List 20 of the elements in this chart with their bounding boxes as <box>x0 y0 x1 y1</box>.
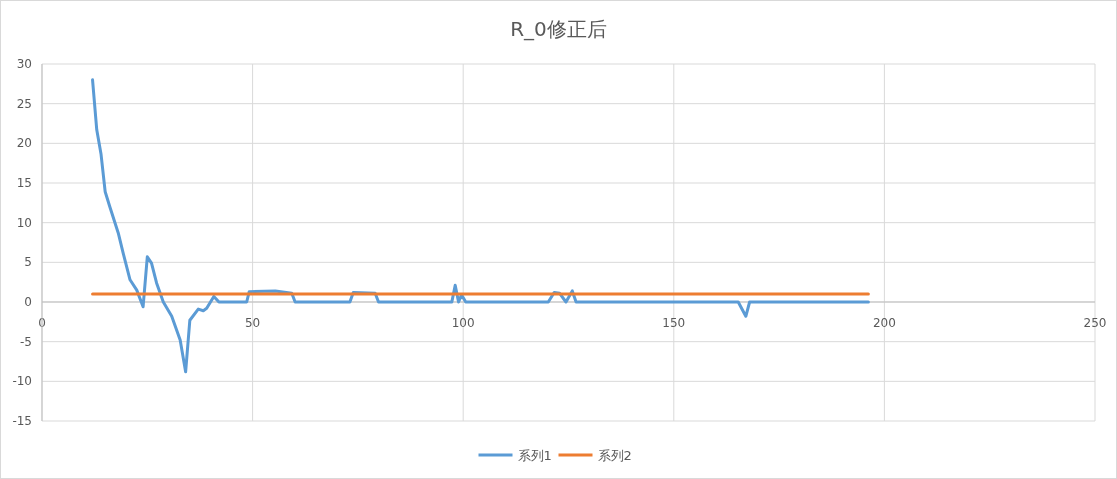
chart-title: R_0修正后 <box>510 17 607 41</box>
legend-label: 系列2 <box>597 448 632 463</box>
y-tick-label: 0 <box>24 295 32 309</box>
legend-label: 系列1 <box>517 448 552 463</box>
y-tick-label: 20 <box>16 136 32 151</box>
y-tick-label: 10 <box>16 215 32 230</box>
y-tick-label: -15 <box>12 414 32 428</box>
x-tick-label: 200 <box>872 316 896 330</box>
y-tick-label: 15 <box>16 176 32 190</box>
line-series <box>91 78 870 374</box>
x-tick-label: 150 <box>662 316 686 330</box>
y-tick-label: -10 <box>12 374 32 389</box>
x-tick-label: 50 <box>244 316 261 330</box>
y-tick-label: 25 <box>16 96 32 111</box>
x-tick-label: 250 <box>1083 316 1107 330</box>
x-tick-label: 100 <box>451 316 475 330</box>
y-tick-label: -5 <box>20 334 32 349</box>
x-tick-label: 0 <box>38 316 46 330</box>
y-tick-label: 5 <box>24 255 32 270</box>
y-tick-label: 30 <box>16 57 32 71</box>
